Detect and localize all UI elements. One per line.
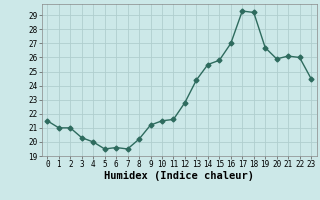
X-axis label: Humidex (Indice chaleur): Humidex (Indice chaleur) — [104, 171, 254, 181]
